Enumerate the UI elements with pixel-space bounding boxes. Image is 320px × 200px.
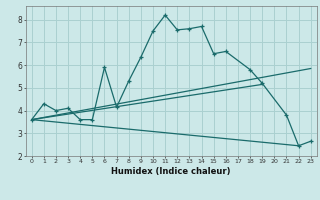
- X-axis label: Humidex (Indice chaleur): Humidex (Indice chaleur): [111, 167, 231, 176]
